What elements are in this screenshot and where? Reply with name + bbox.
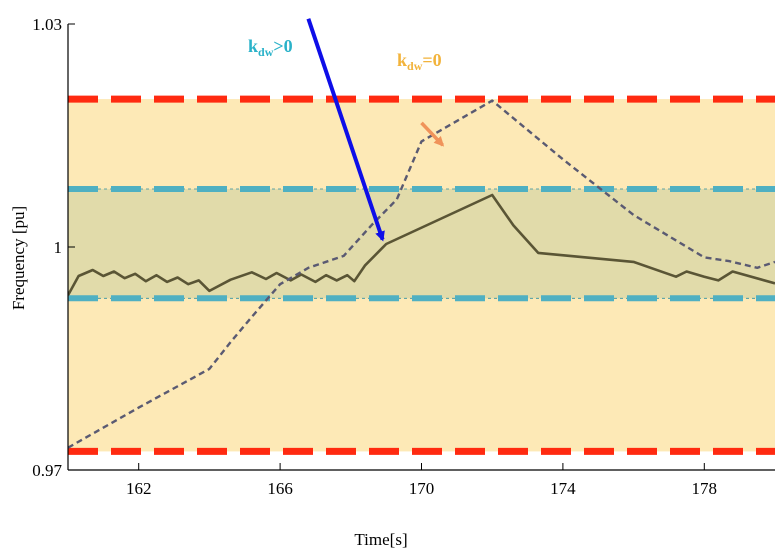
x-tick-label: 174: [550, 479, 576, 498]
y-tick-label: 1: [54, 238, 63, 257]
annotation-label-1: kdw>0: [248, 36, 293, 59]
x-tick-label: 178: [692, 479, 718, 498]
x-axis-label: Time[s]: [354, 530, 407, 549]
inner-band-fill: [68, 189, 775, 299]
annotation-label-2: kdw=0: [397, 50, 442, 73]
series-layer: [68, 99, 775, 449]
series-line-2-dashed: [68, 99, 775, 449]
tolerance-bands: [68, 95, 775, 455]
annotation-arrow-2: [420, 121, 445, 147]
ticks: 162 166 170 174 178 0.97 1 1.03: [32, 15, 717, 498]
annotations: kdw>0 kdw=0: [248, 18, 445, 242]
annotation-arrow-1: [306, 18, 385, 242]
x-tick-label: 162: [126, 479, 152, 498]
y-tick-label: 0.97: [32, 461, 62, 480]
y-tick-label: 1.03: [32, 15, 62, 34]
y-axis-label: Frequency [pu]: [9, 206, 28, 310]
x-tick-label: 166: [267, 479, 293, 498]
series-line-1-solid: [68, 193, 775, 296]
x-tick-label: 170: [409, 479, 435, 498]
